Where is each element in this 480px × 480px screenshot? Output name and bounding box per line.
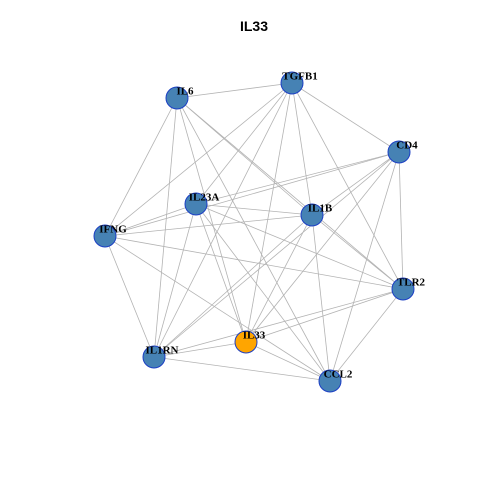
- edge: [176, 97, 247, 343]
- node: [300, 203, 324, 227]
- node-label: IL6: [176, 86, 194, 98]
- edge: [311, 214, 404, 290]
- edge: [176, 97, 404, 290]
- node-label: IL33: [243, 330, 266, 342]
- edge: [104, 235, 331, 382]
- nodes: IL6 TGFB1 CD4 IL23A IL1B IFNG TLR2 IL33 IL1RN CCL…: [93, 71, 426, 393]
- edge: [245, 82, 293, 343]
- edge: [291, 82, 313, 216]
- edge: [153, 288, 404, 358]
- edge: [195, 203, 404, 290]
- diagram-title: IL33: [240, 18, 268, 34]
- node: [234, 330, 258, 354]
- edges: [104, 82, 404, 382]
- edge: [398, 151, 404, 290]
- edge: [176, 82, 293, 99]
- edge: [104, 235, 155, 358]
- edge: [153, 203, 197, 358]
- node: [93, 224, 117, 248]
- edge: [104, 214, 313, 237]
- edge: [195, 82, 293, 205]
- edge: [245, 151, 400, 343]
- edge: [176, 97, 331, 382]
- edge: [104, 151, 400, 237]
- edge: [195, 203, 331, 382]
- node-label: TLR2: [397, 277, 426, 289]
- node: [280, 71, 304, 95]
- node-label: CD4: [396, 140, 418, 152]
- edge: [153, 151, 400, 358]
- edge: [311, 151, 400, 216]
- node-label: IFNG: [99, 224, 127, 236]
- node: [387, 140, 411, 164]
- node: [391, 277, 415, 301]
- node-label: TGFB1: [282, 71, 317, 83]
- edge: [153, 82, 293, 358]
- edge: [104, 203, 197, 237]
- edge: [104, 235, 404, 290]
- edge: [195, 203, 247, 343]
- node-label: IL23A: [189, 192, 220, 204]
- node-label: CCL2: [324, 369, 353, 381]
- node: [165, 86, 189, 110]
- edge: [153, 97, 178, 358]
- edge: [245, 288, 404, 343]
- node: [318, 369, 342, 393]
- edge: [104, 82, 293, 237]
- edge: [153, 356, 331, 382]
- edge: [195, 203, 313, 216]
- edge: [291, 82, 404, 290]
- edge: [291, 82, 400, 153]
- edge: [104, 97, 178, 237]
- edge: [195, 151, 400, 205]
- node: [184, 192, 208, 216]
- node: [142, 345, 166, 369]
- edge: [153, 214, 313, 358]
- edge: [329, 151, 400, 382]
- edge: [153, 341, 247, 358]
- node-label: IL1B: [308, 203, 333, 215]
- node-label: IL1RN: [145, 345, 178, 357]
- edge: [245, 341, 331, 382]
- edge: [311, 214, 331, 382]
- edge: [329, 288, 404, 382]
- edge: [245, 214, 313, 343]
